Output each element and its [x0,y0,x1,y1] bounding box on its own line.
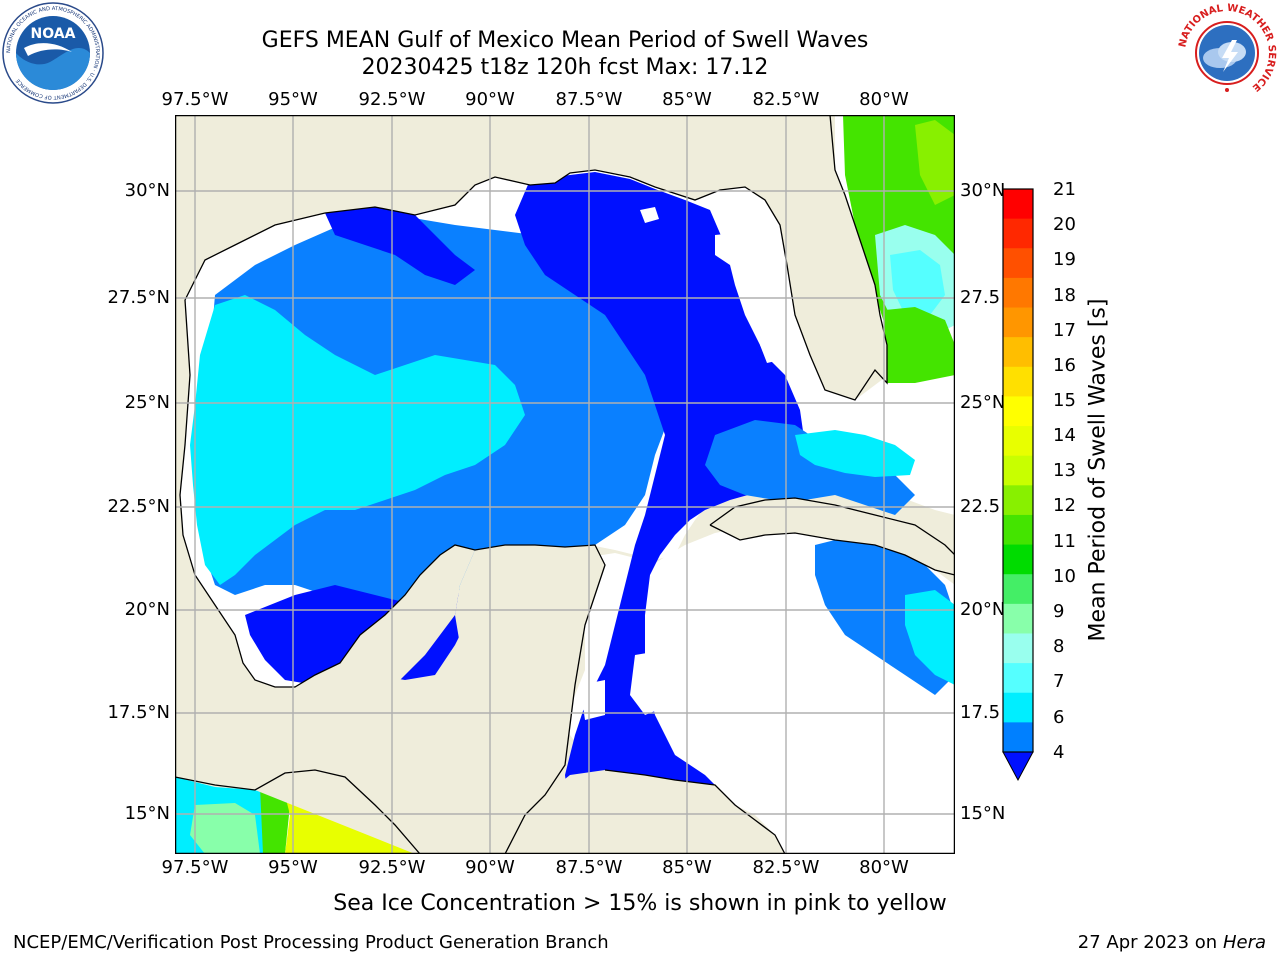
colorbar-segment [1003,633,1033,664]
colorbar-segment [1003,574,1033,605]
colorbar-segment [1003,692,1033,723]
lon-tick-bottom: 85°W [662,857,712,878]
colorbar-segment [1003,485,1033,516]
colorbar-label: Mean Period of Swell Waves [s] [1085,298,1111,642]
colorbar-segment [1003,603,1033,635]
colorbar-tick: 13 [1053,460,1076,481]
noaa-logo: NATIONAL OCEANIC AND ATMOSPHERIC ADMINIS… [2,2,104,104]
colorbar-tick: 12 [1053,495,1076,516]
lon-tick-top: 97.5°W [161,89,229,110]
colorbar-tick: 11 [1053,531,1076,552]
colorbar-tick: 9 [1053,601,1065,622]
noaa-logo-text: NOAA [31,26,76,42]
colorbar-segment [1003,366,1033,398]
lat-tick-left: 15°N [124,803,170,824]
lat-tick-right: 27.5 [960,287,1001,308]
lat-tick-left: 22.5°N [107,496,170,517]
northern-land [175,115,835,315]
colorbar-segment [1003,426,1033,457]
lat-tick-left: 25°N [124,392,170,413]
chart-title: GEFS MEAN Gulf of Mexico Mean Period of … [261,28,869,53]
western-land [175,300,475,785]
lon-tick-top: 87.5°W [555,89,623,110]
colorbar-segment [1003,396,1033,427]
colorbar-tick: 18 [1053,285,1076,306]
lon-tick-top: 85°W [662,89,712,110]
sea-ice-note: Sea Ice Concentration > 15% is shown in … [333,891,947,916]
colorbar-tick: 16 [1053,355,1076,376]
credit-text: NCEP/EMC/Verification Post Processing Pr… [13,932,609,953]
lat-tick-left: 17.5°N [107,702,170,723]
nws-logo: NATIONAL WEATHER SERVICE [1177,3,1277,103]
colorbar-segment [1003,544,1033,575]
colorbar-tick: 19 [1053,249,1076,270]
colorbar-tick: 10 [1053,566,1076,587]
colorbar-tick: 15 [1053,390,1076,411]
date-stamp: 27 Apr 2023 on Hera [1078,932,1266,953]
lat-tick-right: 25°N [960,392,1006,413]
colorbar-segment [1003,663,1033,694]
lat-tick-right: 20°N [960,599,1006,620]
colorbar-segment [1003,455,1033,486]
lat-tick-right: 22.5 [960,496,1001,517]
lon-tick-top: 80°W [859,89,909,110]
lon-tick-bottom: 82.5°W [752,857,820,878]
lon-tick-bottom: 95°W [268,857,318,878]
date-text: 27 Apr 2023 on [1077,932,1223,953]
lat-tick-right: 30°N [960,180,1006,201]
map-frame [175,115,955,854]
colorbar-segment [1003,277,1033,309]
lon-tick-bottom: 90°W [465,857,515,878]
lon-tick-top: 92.5°W [358,89,426,110]
colorbar-segment [1003,189,1033,220]
gridlines [175,115,955,854]
lat-tick-left: 27.5°N [107,287,170,308]
lat-tick-right: 15°N [960,803,1006,824]
colorbar-tick: 7 [1053,671,1065,692]
lon-tick-top: 90°W [465,89,515,110]
colorbar-tick: 21 [1053,179,1076,200]
lon-tick-top: 95°W [268,89,318,110]
colorbar-segment [1003,248,1033,279]
yucatan [455,545,605,765]
colorbar-tick: 14 [1053,425,1076,446]
colorbar-tick: 20 [1053,214,1076,235]
colorbar-segment [1003,218,1033,249]
coastline [175,115,955,854]
colorbar-tick: 4 [1053,742,1065,763]
lat-tick-left: 30°N [124,180,170,201]
colorbar-segment [1003,722,1033,753]
central-america [255,770,785,854]
lat-tick-left: 20°N [124,599,170,620]
lon-tick-bottom: 80°W [859,857,909,878]
lon-tick-top: 82.5°W [752,89,820,110]
cuba [710,498,955,575]
lat-tick-right: 17.5 [960,702,1001,723]
lon-tick-bottom: 92.5°W [358,857,426,878]
lon-tick-bottom: 87.5°W [555,857,623,878]
colorbar-tick: 6 [1053,707,1065,728]
colorbar [1002,188,1034,782]
lon-tick-bottom: 97.5°W [161,857,229,878]
colorbar-segment [1003,514,1033,546]
host-name: Hera [1222,932,1266,953]
colorbar-tick: 17 [1053,320,1076,341]
colorbar-segment [1003,307,1033,338]
chart-subtitle: 20230425 t18z 120h fcst Max: 17.12 [361,55,769,80]
swell-period-map [175,115,955,854]
colorbar-tick: 8 [1053,636,1065,657]
colorbar-segment [1003,337,1033,368]
